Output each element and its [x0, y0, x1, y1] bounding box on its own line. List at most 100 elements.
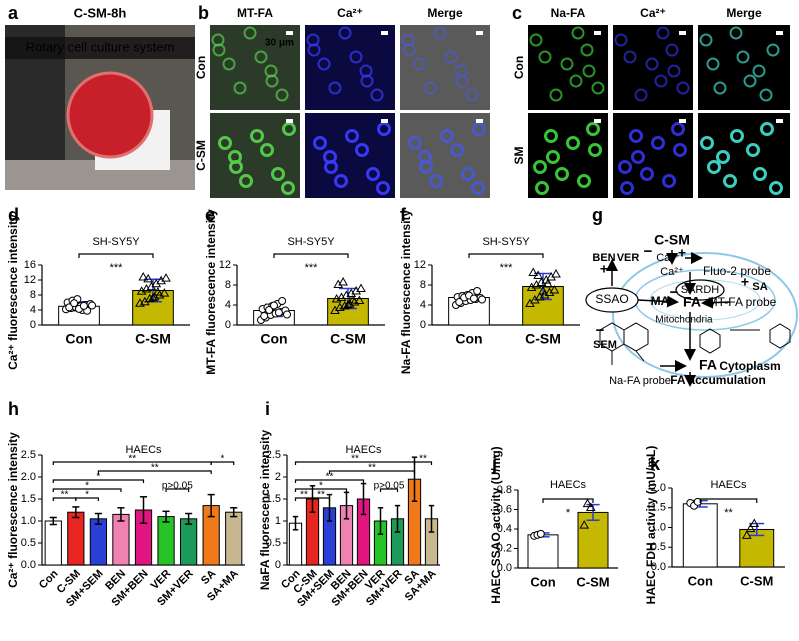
cell	[623, 50, 637, 64]
error-bar	[343, 491, 350, 520]
cell	[671, 122, 685, 136]
x-tick-label: C-SM	[330, 331, 366, 347]
cell	[555, 167, 569, 181]
y-tick-label: 2.5	[266, 449, 281, 461]
significance-bracket	[699, 498, 758, 503]
y-tick-label: 1.5	[651, 502, 666, 514]
significance-bracket	[52, 479, 145, 483]
cell	[753, 167, 767, 181]
scale-bar	[286, 119, 293, 123]
cell	[651, 136, 665, 150]
data-point	[528, 267, 539, 276]
na-fa-structure	[599, 322, 649, 365]
data-point	[356, 283, 366, 292]
y-tick-label: 16	[24, 259, 36, 271]
y-axis-label: Na-FA fluorescence intensity	[399, 210, 413, 375]
photo-caption: Rotary cell culture system	[26, 39, 175, 54]
cell	[233, 81, 247, 95]
row-label: C-SM	[194, 140, 208, 171]
diagram-text: MT-FA probe	[708, 295, 777, 309]
cell	[423, 81, 437, 95]
significance-label: *	[566, 507, 571, 519]
cell	[673, 143, 687, 157]
data-point	[536, 529, 545, 538]
cell	[571, 26, 585, 40]
diagram-text: −	[670, 284, 679, 301]
data-point	[260, 312, 269, 320]
cell	[370, 88, 384, 102]
diagram-text: MA	[651, 294, 670, 308]
data-point	[278, 297, 287, 305]
diagram-text: +	[600, 261, 608, 277]
cell	[472, 122, 486, 136]
diagram-text: −	[596, 322, 605, 339]
data-point	[343, 299, 353, 309]
chart-title: HAECs	[710, 479, 747, 491]
caption-band	[5, 37, 195, 59]
y-tick-label: 1	[275, 515, 281, 527]
scale-bar-label: 30 μm	[265, 38, 294, 49]
significance-bracket	[468, 253, 544, 258]
scale-bar	[679, 119, 686, 123]
data-point	[79, 301, 88, 310]
scale-bar	[776, 31, 783, 35]
y-tick-label: 0	[420, 319, 426, 331]
data-point	[745, 523, 756, 533]
scale-bar	[594, 119, 601, 123]
error-bar	[377, 507, 384, 535]
y-axis-label: HAEC SSAO activity (U/mg)	[489, 446, 503, 603]
data-point	[274, 308, 283, 317]
cell	[450, 143, 464, 157]
cell	[546, 150, 560, 164]
column-header: MT-FA	[237, 6, 273, 20]
y-tick-label: 4	[30, 304, 36, 316]
scale-bar	[679, 31, 686, 35]
cell	[402, 43, 416, 57]
y-tick-label: 1.5	[266, 493, 281, 505]
cell	[736, 50, 750, 64]
y-tick-label: 0	[275, 559, 281, 571]
significance-label: **	[368, 463, 376, 474]
significance-bracket	[165, 488, 190, 492]
cell	[440, 129, 454, 143]
cell	[455, 74, 469, 88]
cell	[433, 26, 447, 40]
cell	[629, 129, 643, 143]
y-tick-label: 12	[414, 259, 426, 271]
significance-bracket	[311, 497, 331, 501]
cell	[282, 122, 296, 136]
cell	[549, 88, 563, 102]
significance-label: *	[220, 454, 224, 465]
diagram-text: FA	[699, 357, 717, 373]
data-point	[551, 268, 561, 278]
y-tick-label: 2.0	[21, 471, 36, 483]
cell	[766, 43, 780, 57]
cell	[645, 57, 659, 71]
cell	[760, 122, 774, 136]
data-point	[473, 287, 482, 295]
bar	[89, 518, 108, 566]
data-point	[543, 278, 553, 288]
diagram-text: Ca²⁺	[660, 266, 684, 278]
chart-title: SH-SY5Y	[92, 236, 140, 248]
diagram-text: Na-FA probe	[609, 375, 671, 387]
chart-title: HAECs	[345, 444, 382, 456]
x-tick-label: C-SM	[740, 573, 773, 588]
scale-bar	[476, 31, 483, 35]
y-axis-label: NaFA fluorescence intensity	[258, 430, 272, 591]
cell	[656, 26, 670, 40]
cell	[769, 181, 783, 195]
y-tick-label: 8	[420, 279, 426, 291]
cell	[577, 174, 591, 188]
diagram-text: SEM	[593, 339, 617, 351]
cell	[707, 160, 721, 174]
data-point	[148, 292, 158, 302]
panel-label: a	[8, 3, 19, 23]
diagram-text: Mitochondria	[655, 315, 713, 326]
error-bar	[360, 482, 367, 516]
cell	[349, 50, 363, 64]
data-point	[270, 301, 278, 310]
bar	[225, 511, 243, 566]
y-tick-label: 2	[275, 471, 281, 483]
